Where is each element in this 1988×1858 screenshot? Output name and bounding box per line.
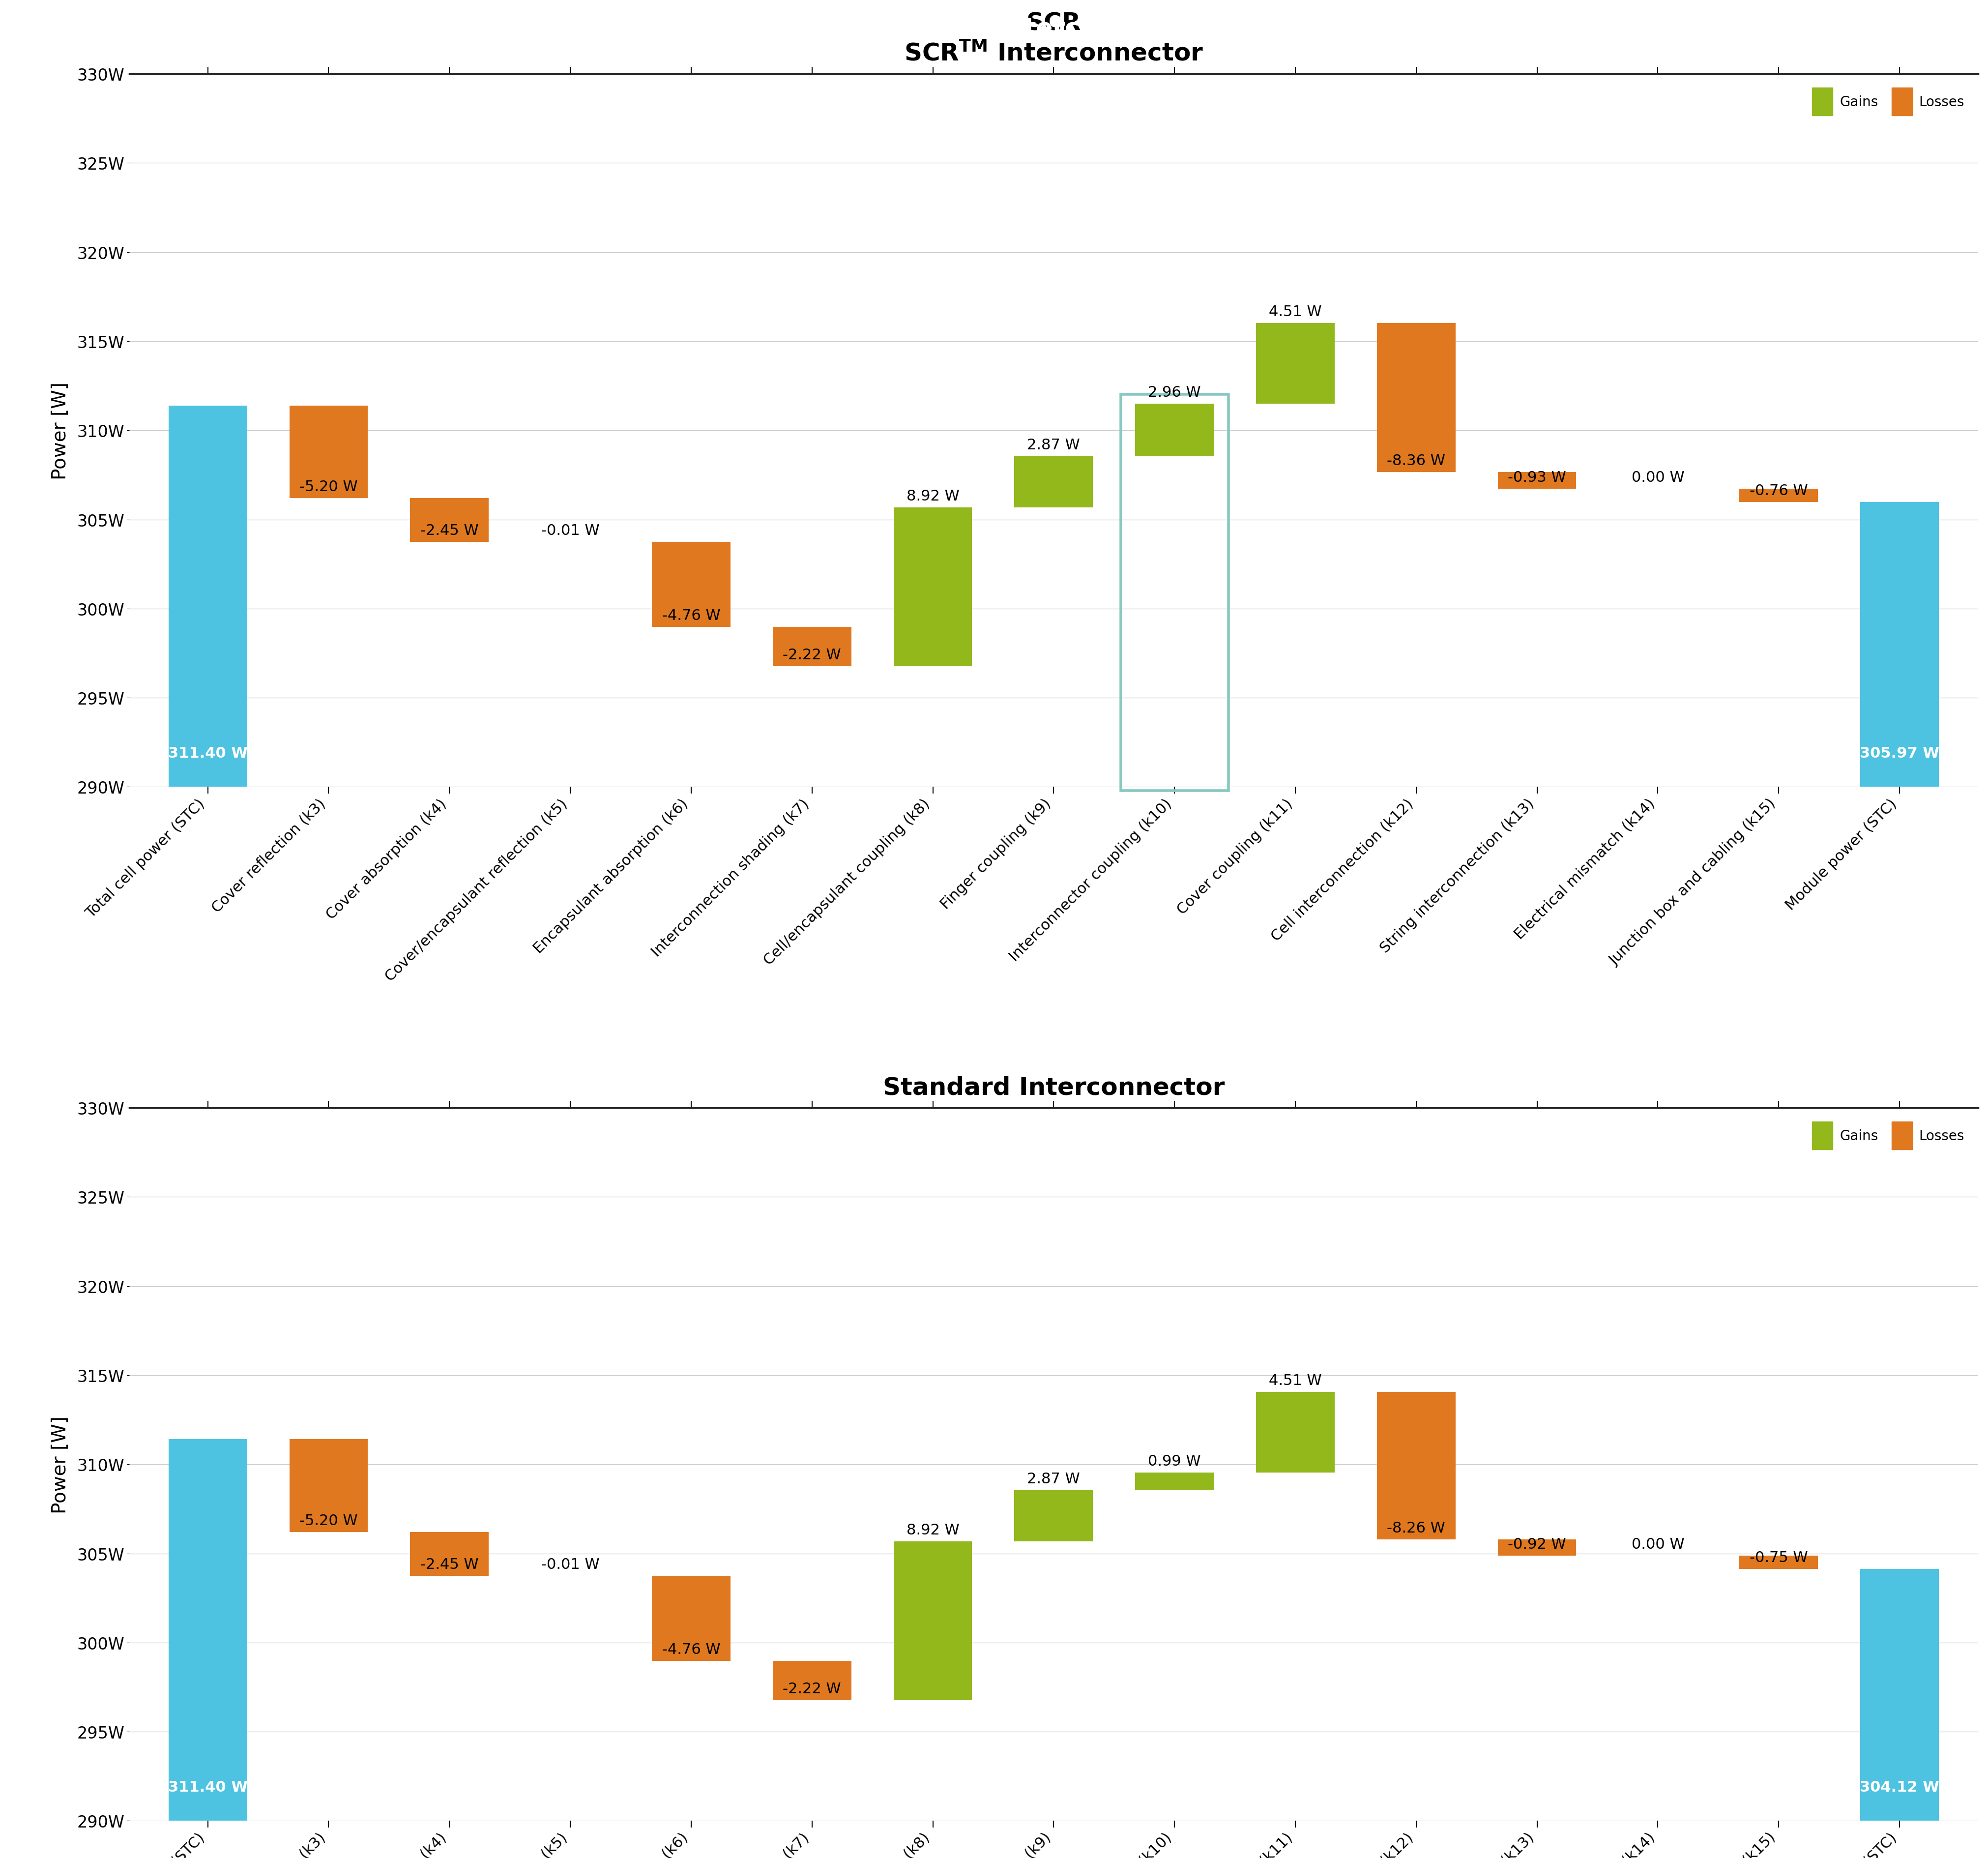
- Title: SCR$^{\mathregular{TM}}$ Interconnector: SCR$^{\mathregular{TM}}$ Interconnector: [905, 41, 1203, 65]
- Text: -0.76 W: -0.76 W: [1749, 483, 1807, 498]
- Legend: Gains, Losses: Gains, Losses: [1805, 82, 1972, 123]
- Bar: [290, 1440, 368, 1533]
- Bar: [773, 628, 851, 667]
- Bar: [410, 1533, 489, 1576]
- Text: -8.36 W: -8.36 W: [1388, 453, 1445, 468]
- Bar: [1497, 1540, 1576, 1555]
- Bar: [652, 1576, 730, 1661]
- Bar: [1740, 489, 1817, 502]
- Text: -0.93 W: -0.93 W: [1507, 470, 1567, 485]
- Bar: [1740, 1555, 1817, 1570]
- Bar: [290, 405, 368, 498]
- Text: 4.51 W: 4.51 W: [1268, 305, 1322, 320]
- Text: 311.40 W: 311.40 W: [167, 1780, 248, 1795]
- Text: -0.92 W: -0.92 W: [1507, 1537, 1567, 1551]
- Text: 305.97 W: 305.97 W: [1859, 747, 1940, 760]
- Bar: [773, 1661, 851, 1700]
- Text: -0.01 W: -0.01 W: [541, 524, 600, 537]
- Bar: [1121, 396, 1229, 792]
- Text: 0.00 W: 0.00 W: [1632, 1537, 1684, 1551]
- Bar: [1861, 502, 1938, 788]
- Bar: [652, 543, 730, 628]
- Text: 4.51 W: 4.51 W: [1268, 1373, 1322, 1388]
- Bar: [1861, 1570, 1938, 1821]
- Bar: [169, 405, 247, 788]
- Y-axis label: Power [W]: Power [W]: [52, 1416, 70, 1512]
- Text: 304.12 W: 304.12 W: [1859, 1780, 1940, 1795]
- Bar: [410, 498, 489, 543]
- Text: -4.76 W: -4.76 W: [662, 1642, 720, 1655]
- Text: -4.76 W: -4.76 W: [662, 608, 720, 622]
- Text: SCRᴹᴹ Interconnector: SCRᴹᴹ Interconnector: [905, 17, 1203, 41]
- Text: 2.96 W: 2.96 W: [1147, 385, 1201, 399]
- Title: Standard Interconnector: Standard Interconnector: [883, 1076, 1225, 1100]
- Text: SCR: SCR: [1026, 11, 1081, 35]
- Text: -2.45 W: -2.45 W: [419, 1557, 479, 1572]
- Bar: [1135, 1473, 1215, 1490]
- Legend: Gains, Losses: Gains, Losses: [1805, 1115, 1972, 1158]
- Text: 8.92 W: 8.92 W: [907, 489, 960, 504]
- Bar: [1256, 1392, 1334, 1473]
- Text: -2.22 W: -2.22 W: [783, 648, 841, 661]
- Bar: [1256, 323, 1334, 403]
- Text: -0.01 W: -0.01 W: [541, 1557, 600, 1572]
- Bar: [893, 507, 972, 667]
- Text: 0.00 W: 0.00 W: [1632, 470, 1684, 485]
- Bar: [1497, 472, 1576, 489]
- Bar: [1135, 403, 1215, 457]
- Text: -2.45 W: -2.45 W: [419, 524, 479, 537]
- Text: -0.75 W: -0.75 W: [1749, 1550, 1807, 1564]
- Text: -8.26 W: -8.26 W: [1388, 1520, 1445, 1535]
- Text: -2.22 W: -2.22 W: [783, 1681, 841, 1696]
- Text: 8.92 W: 8.92 W: [907, 1524, 960, 1537]
- Bar: [1378, 1392, 1455, 1540]
- Text: -5.20 W: -5.20 W: [300, 479, 358, 494]
- Text: 0.99 W: 0.99 W: [1147, 1455, 1201, 1468]
- Bar: [1378, 323, 1455, 472]
- Text: 311.40 W: 311.40 W: [167, 747, 248, 760]
- Text: -5.20 W: -5.20 W: [300, 1514, 358, 1527]
- Bar: [169, 1440, 247, 1821]
- Bar: [893, 1542, 972, 1700]
- Y-axis label: Power [W]: Power [W]: [52, 383, 70, 479]
- Text: 2.87 W: 2.87 W: [1028, 438, 1079, 451]
- Text: 2.87 W: 2.87 W: [1028, 1472, 1079, 1486]
- Bar: [1014, 1490, 1093, 1542]
- Bar: [1014, 457, 1093, 507]
